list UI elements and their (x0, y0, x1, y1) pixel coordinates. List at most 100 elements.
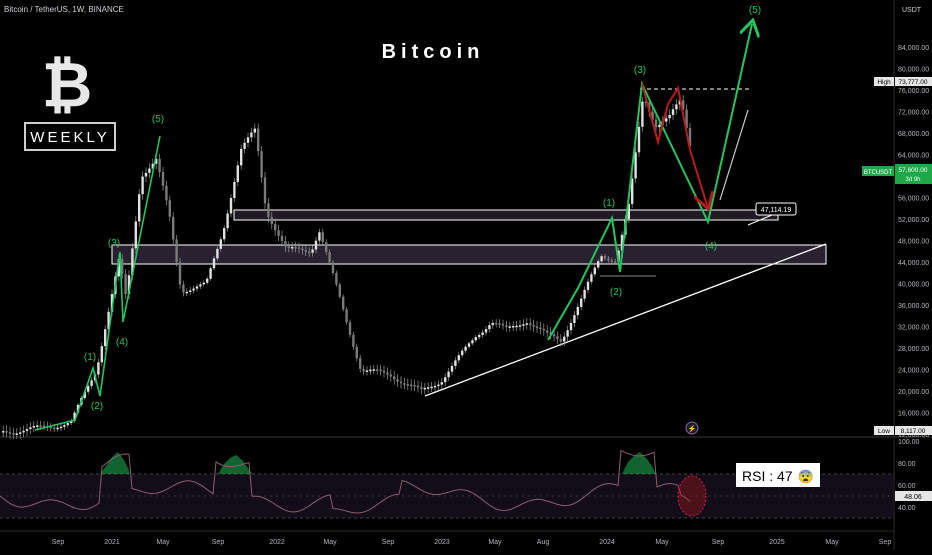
candle-body (304, 250, 307, 252)
candle-body (495, 323, 498, 325)
candle-body (263, 177, 267, 204)
elliott-wave-2024[interactable] (547, 24, 752, 341)
candle-body (32, 426, 35, 428)
candle-body (110, 294, 114, 312)
candle-body (658, 124, 661, 128)
candle-body (331, 262, 335, 274)
symbol-info[interactable]: Bitcoin / TetherUS, 1W, BINANCE (4, 5, 124, 14)
candle-body (19, 432, 22, 434)
candle-body (90, 380, 93, 386)
candle-body (522, 324, 525, 326)
rsi-axis-label: 40.00 (898, 505, 916, 512)
candle-body (192, 288, 195, 291)
time-axis-label: Sep (52, 539, 65, 546)
symbol-tag-label: BTCUSDT (864, 170, 893, 176)
candle-body (590, 274, 593, 282)
candle-body (155, 158, 158, 164)
candle-body (352, 334, 355, 347)
candle-body (372, 369, 375, 371)
rsi-line[interactable] (0, 449, 691, 514)
candle-body (556, 336, 559, 339)
price-callout[interactable] (755, 202, 797, 216)
candle-body (410, 384, 413, 387)
candle-body (614, 261, 617, 263)
candle-body (631, 178, 634, 204)
projected-correction-path[interactable] (641, 83, 707, 205)
candle-body (546, 330, 549, 333)
ascending-trendline[interactable] (424, 243, 827, 397)
candle-body (512, 325, 515, 328)
candle-body (209, 268, 212, 279)
candle-body (121, 259, 124, 275)
low-value-tag (895, 426, 932, 435)
price-axis-label: 76,000.00 (898, 88, 929, 95)
candle-body (620, 234, 624, 251)
candle-body (284, 241, 287, 247)
candle-body (301, 248, 304, 251)
candle-body (246, 137, 250, 143)
elliott-wave-2021[interactable] (34, 135, 161, 431)
candle-body (420, 387, 423, 390)
price-axis-label: 36,000.00 (898, 303, 929, 310)
price-axis-unit: USDT (902, 7, 922, 14)
candle-body (461, 350, 464, 356)
candle-body (675, 104, 678, 110)
candle-body (42, 425, 46, 428)
price-axis-label: 72,000.00 (898, 110, 929, 117)
candle-body (467, 343, 471, 347)
candle-body (430, 386, 433, 389)
candle-body (97, 362, 100, 375)
candle-body (325, 242, 328, 253)
candle-body (127, 275, 131, 295)
rsi-axis-label: 100.00 (898, 439, 920, 446)
candle-body (49, 426, 52, 429)
candle-body (416, 385, 420, 388)
candle-body (212, 258, 216, 269)
high-tag-label: High (877, 79, 891, 86)
candle-body (665, 118, 668, 122)
candle-body (634, 152, 637, 179)
rsi-label: RSI : 47 (742, 468, 793, 484)
candle-body (491, 323, 494, 326)
candle-body (318, 232, 321, 241)
candle-body (104, 329, 107, 347)
candle-body (240, 148, 243, 166)
rsi-axis-label: 80.00 (898, 461, 916, 468)
candle-body (321, 232, 324, 243)
candle-body (644, 101, 647, 104)
candle-body (542, 328, 545, 331)
candle-body (161, 172, 165, 186)
candle-body (250, 132, 253, 138)
lightning-icon: ⚡ (688, 424, 697, 433)
projection-line[interactable] (719, 109, 749, 201)
time-axis-label: 2022 (269, 539, 285, 546)
candle-body (182, 284, 185, 293)
candle-body (481, 332, 484, 336)
candle-body (583, 289, 586, 299)
candle-body (229, 198, 233, 214)
fearful-face-icon: 😨 (798, 469, 814, 484)
event-marker-icon[interactable] (685, 421, 699, 435)
candle-body (627, 203, 630, 220)
price-axis-label: 44,000.00 (898, 260, 929, 267)
rsi-axis-labels: 100.00 80.00 60.00 40.00 (898, 439, 920, 512)
candle-body (226, 213, 229, 229)
weekly-badge-label: WEEKLY (30, 129, 109, 146)
support-zone[interactable] (111, 244, 827, 265)
time-axis-label: Aug (537, 539, 550, 546)
candle-body (175, 239, 178, 263)
candle-body (471, 340, 474, 344)
candle-body (83, 391, 86, 398)
time-axis-label: Sep (382, 539, 395, 546)
current-price-value: 57,600.00 (899, 167, 928, 174)
current-price-tag (895, 164, 932, 184)
candle-body (641, 101, 644, 127)
candle-body (260, 151, 263, 178)
price-axis-label: 28,000.00 (898, 346, 929, 353)
candle-body (56, 427, 59, 430)
candle-body (280, 235, 284, 242)
candle-body (362, 368, 365, 372)
candle-body (389, 374, 392, 377)
resistance-zone-upper[interactable] (233, 209, 779, 221)
